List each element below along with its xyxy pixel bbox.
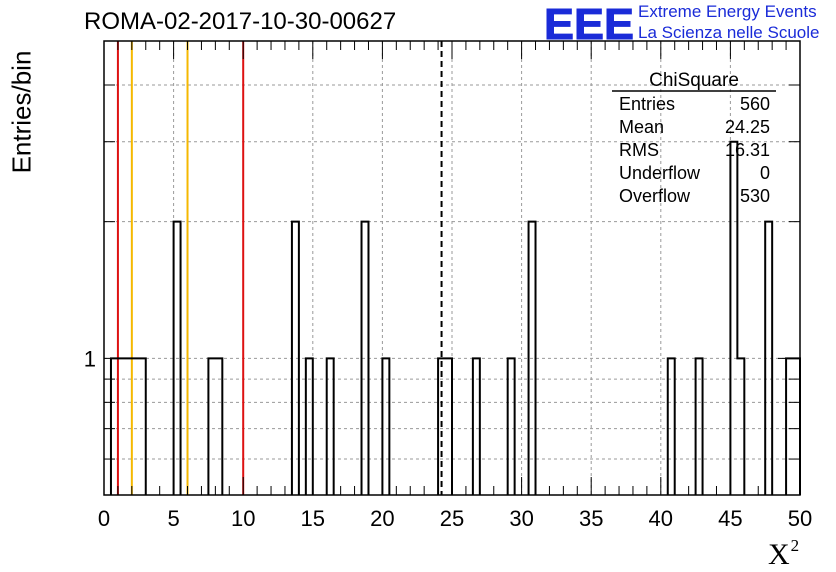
x-tick-label: 30 xyxy=(509,506,533,531)
stats-label: Underflow xyxy=(619,163,701,183)
x-tick-label: 15 xyxy=(301,506,325,531)
brand-line-1: Extreme Energy Events xyxy=(638,2,817,21)
x-tick-label: 40 xyxy=(649,506,673,531)
reference-lines xyxy=(116,41,443,495)
chart-title: ROMA-02-2017-10-30-00627 xyxy=(84,8,397,35)
histogram-outline xyxy=(109,140,801,495)
stats-label: Overflow xyxy=(619,186,691,206)
x-tick-label: 20 xyxy=(370,506,394,531)
stats-label: Mean xyxy=(619,117,664,137)
stats-label: RMS xyxy=(619,140,659,160)
x-tick-label: 25 xyxy=(440,506,464,531)
x-axis-label-superscript: 2 xyxy=(790,536,800,555)
axes: 0 5 10 15 20 25 30 35 40 45 50 1 xyxy=(84,40,812,531)
eee-logo: EEE xyxy=(544,2,634,44)
stats-value: 560 xyxy=(740,94,770,114)
x-tick-label: 35 xyxy=(579,506,603,531)
x-axis-label-base: X xyxy=(768,538,790,571)
x-tick-label: 0 xyxy=(98,506,110,531)
brand-line-2: La Scienza nelle Scuole xyxy=(638,23,820,42)
histogram-bins xyxy=(109,140,801,495)
histogram-bin xyxy=(730,142,737,495)
stats-label: Entries xyxy=(619,94,675,114)
x-tick-label: 5 xyxy=(167,506,179,531)
x-axis-label: X2 xyxy=(768,536,799,572)
stats-box: ChiSquare Entries 560 Mean 24.25 RMS 16.31 Und… xyxy=(612,70,776,206)
x-tick-label: 45 xyxy=(718,506,742,531)
x-tick-label: 50 xyxy=(788,506,812,531)
stats-rows: Entries 560 Mean 24.25 RMS 16.31 Underflow 0 Ove… xyxy=(619,94,770,206)
stats-value: 16.31 xyxy=(725,140,770,160)
stats-value: 0 xyxy=(760,163,770,183)
y-tick-label: 1 xyxy=(84,346,96,371)
stats-value: 24.25 xyxy=(725,117,770,137)
x-tick-label: 10 xyxy=(231,506,255,531)
stats-value: 530 xyxy=(740,186,770,206)
stats-title: ChiSquare xyxy=(649,70,739,91)
logo-text: EEE xyxy=(544,2,634,44)
